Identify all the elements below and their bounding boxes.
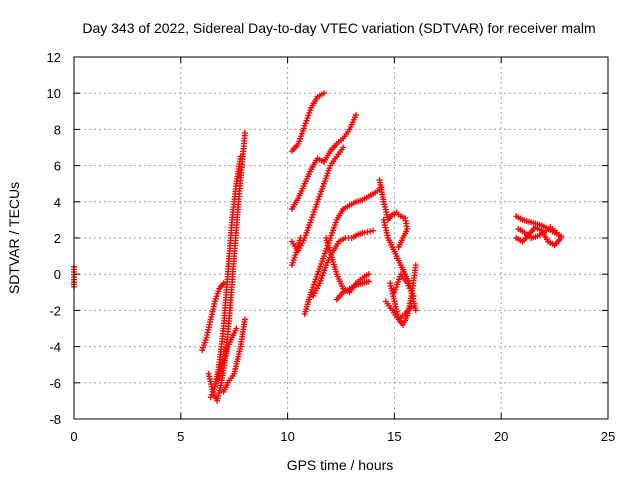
data-point — [208, 391, 215, 398]
data-point — [410, 292, 417, 299]
y-tick-label: 2 — [54, 231, 61, 246]
x-tick-label: 5 — [177, 429, 184, 444]
data-point — [365, 278, 372, 285]
y-tick-label: 4 — [54, 195, 61, 210]
y-tick-label: -6 — [49, 376, 61, 391]
x-tick-label: 10 — [280, 429, 294, 444]
data-point — [241, 316, 248, 323]
x-tick-label: 0 — [70, 429, 77, 444]
y-tick-label: 0 — [54, 267, 61, 282]
data-point — [553, 229, 560, 236]
y-tick-label: 8 — [54, 122, 61, 137]
y-tick-label: 12 — [47, 50, 61, 65]
data-point — [340, 144, 347, 151]
data-point — [370, 227, 377, 234]
y-tick-label: 6 — [54, 159, 61, 174]
x-tick-label: 15 — [387, 429, 401, 444]
data-point — [408, 303, 415, 310]
chart-title: Day 343 of 2022, Sidereal Day-to-day VTE… — [82, 20, 595, 36]
data-point — [237, 153, 244, 160]
data-point — [320, 90, 327, 97]
data-point — [220, 280, 227, 287]
y-tick-label: 10 — [47, 86, 61, 101]
data-point — [207, 394, 214, 401]
x-axis-label: GPS time / hours — [287, 457, 394, 473]
y-tick-label: -4 — [49, 340, 61, 355]
data-point — [395, 244, 402, 251]
data-point — [209, 388, 216, 395]
data-point — [210, 386, 217, 393]
y-tick-label: -2 — [49, 303, 61, 318]
data-point — [297, 235, 304, 241]
data-point — [558, 235, 565, 241]
data-marks — [71, 90, 565, 404]
y-tick-label: -8 — [49, 412, 61, 427]
ticks — [73, 56, 609, 420]
data-point — [412, 262, 419, 269]
data-point — [365, 271, 372, 278]
x-tick-label: 20 — [494, 429, 508, 444]
data-point — [412, 307, 419, 314]
y-axis-label: SDTVAR / TECUs — [6, 182, 22, 294]
data-point — [233, 325, 240, 332]
x-tick-label: 25 — [601, 429, 615, 444]
tick-labels: 0 5 10 15 20 25 -8 -6 -4 -2 0 2 4 6 8 10 12 — [47, 50, 616, 444]
data-point — [241, 130, 248, 137]
data-point — [352, 111, 359, 118]
